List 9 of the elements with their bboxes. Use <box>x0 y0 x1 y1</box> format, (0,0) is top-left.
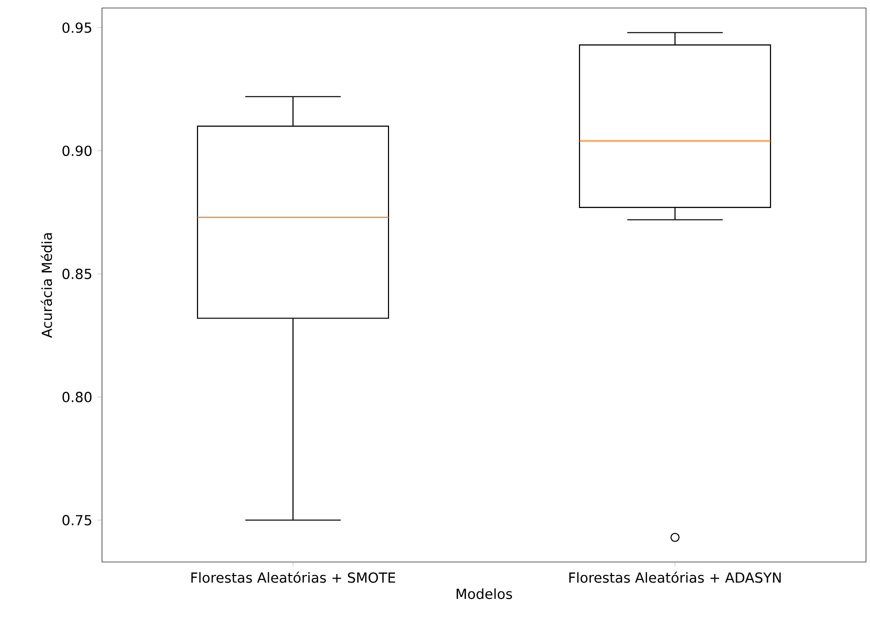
y-tick-label: 0.90 <box>62 146 92 156</box>
y-tick-label: 0.95 <box>62 22 92 33</box>
y-tick-label: 0.85 <box>62 268 92 280</box>
y-tick-label: 0.80 <box>62 392 92 402</box>
x-axis-title: Modelos <box>456 588 512 600</box>
y-axis-title: Acurácia Média <box>40 233 52 338</box>
x-tick-label: Florestas Aleatórias + ADASYN <box>569 572 781 583</box>
x-tick-label: Florestas Aleatórias + SMOTE <box>191 572 396 583</box>
y-tick-label: 0.75 <box>62 514 92 526</box>
